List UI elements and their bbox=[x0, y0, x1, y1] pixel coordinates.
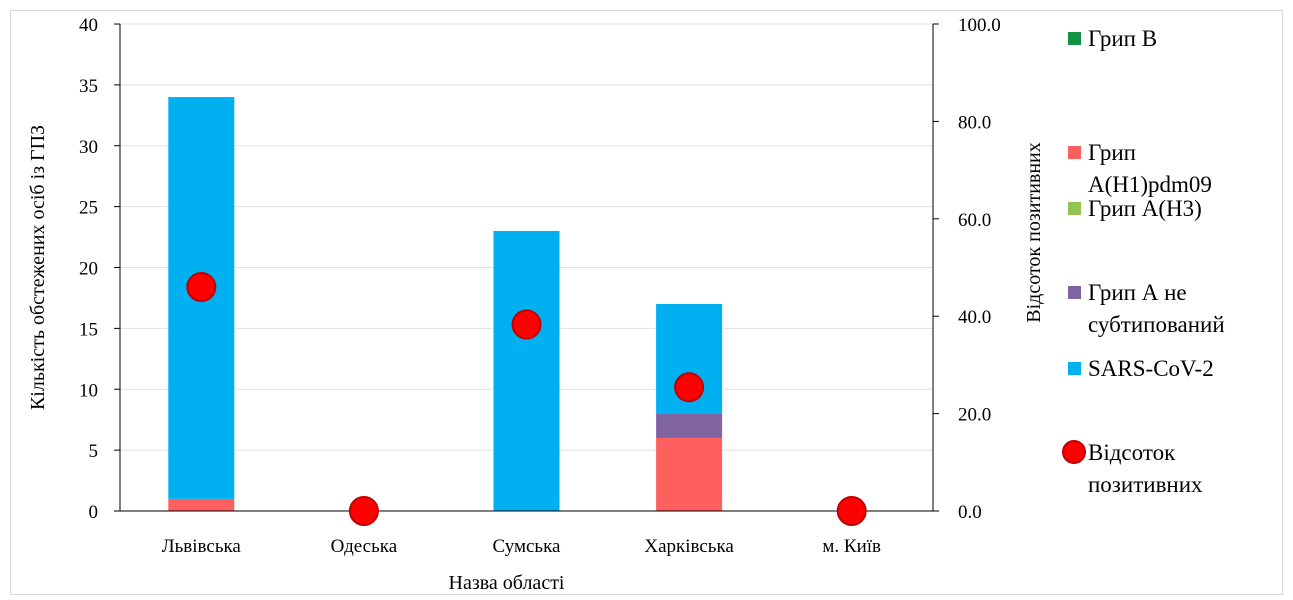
percent-marker bbox=[348, 496, 379, 526]
y-tick-label: 40 bbox=[79, 15, 98, 36]
legend-swatch bbox=[1068, 146, 1081, 159]
percent-marker bbox=[836, 496, 867, 526]
y2-tick-label: 0.0 bbox=[958, 502, 982, 523]
legend-label: Грип bbox=[1088, 140, 1136, 165]
y-tick-label: 35 bbox=[79, 76, 98, 97]
y-tick-label: 0 bbox=[89, 502, 99, 523]
y2-tick-label: 80.0 bbox=[958, 112, 991, 133]
legend-swatch bbox=[1068, 286, 1081, 299]
tick-labels: 0 5 10 15 20 25 30 35 40 0.0 20.0 40.0 60.0 80.0 100.0… bbox=[79, 15, 1001, 557]
y2-axis-title: Відсоток позитивних bbox=[1023, 142, 1045, 322]
legend-label: позитивних bbox=[1088, 472, 1203, 497]
y2-tick-label: 40.0 bbox=[958, 307, 991, 328]
x-tick-label: Харківська bbox=[644, 536, 734, 557]
legend-label: субтипований bbox=[1088, 312, 1225, 337]
legend-marker bbox=[1062, 440, 1086, 464]
x-tick-label: м. Київ bbox=[822, 536, 881, 557]
bar-segment bbox=[656, 437, 723, 511]
legend-label: Відсоток bbox=[1088, 440, 1176, 465]
percent-marker bbox=[186, 271, 217, 302]
y-axis-title: Кількість обстежених осіб із ГПЗ bbox=[27, 125, 49, 410]
legend-label: Грип A(H3) bbox=[1088, 196, 1202, 221]
y-tick-label: 5 bbox=[89, 441, 99, 462]
percent-marker bbox=[674, 372, 705, 403]
legend-swatch bbox=[1068, 202, 1081, 215]
y-tick-label: 25 bbox=[79, 198, 98, 219]
y-tick-label: 15 bbox=[79, 319, 98, 340]
bar-segment bbox=[493, 230, 560, 511]
x-axis-title: Назва області bbox=[449, 572, 565, 594]
gridlines bbox=[120, 23, 933, 451]
legend-label: Грип B bbox=[1088, 26, 1157, 51]
legend-label: Грип А не bbox=[1088, 280, 1187, 305]
y-tick-label: 20 bbox=[79, 259, 98, 280]
y2-tick-label: 60.0 bbox=[958, 210, 991, 231]
y-tick-label: 30 bbox=[79, 137, 98, 158]
bar-segment bbox=[168, 498, 235, 511]
x-tick-label: Сумська bbox=[493, 536, 562, 557]
bars bbox=[168, 97, 723, 511]
axes bbox=[114, 23, 939, 512]
legend-swatch bbox=[1068, 32, 1081, 45]
x-tick-label: Львівська bbox=[162, 536, 242, 557]
legend-label: A(H1)pdm09 bbox=[1088, 172, 1212, 197]
legend-label: SARS-CoV-2 bbox=[1088, 356, 1214, 381]
legend-swatch bbox=[1068, 362, 1081, 375]
y2-tick-label: 100.0 bbox=[958, 15, 1001, 36]
percent-markers bbox=[186, 271, 867, 526]
percent-marker bbox=[511, 309, 542, 340]
y2-tick-label: 20.0 bbox=[958, 405, 991, 426]
x-tick-label: Одеська bbox=[331, 536, 398, 557]
y-tick-label: 10 bbox=[79, 380, 98, 401]
bar-segment bbox=[656, 413, 723, 438]
